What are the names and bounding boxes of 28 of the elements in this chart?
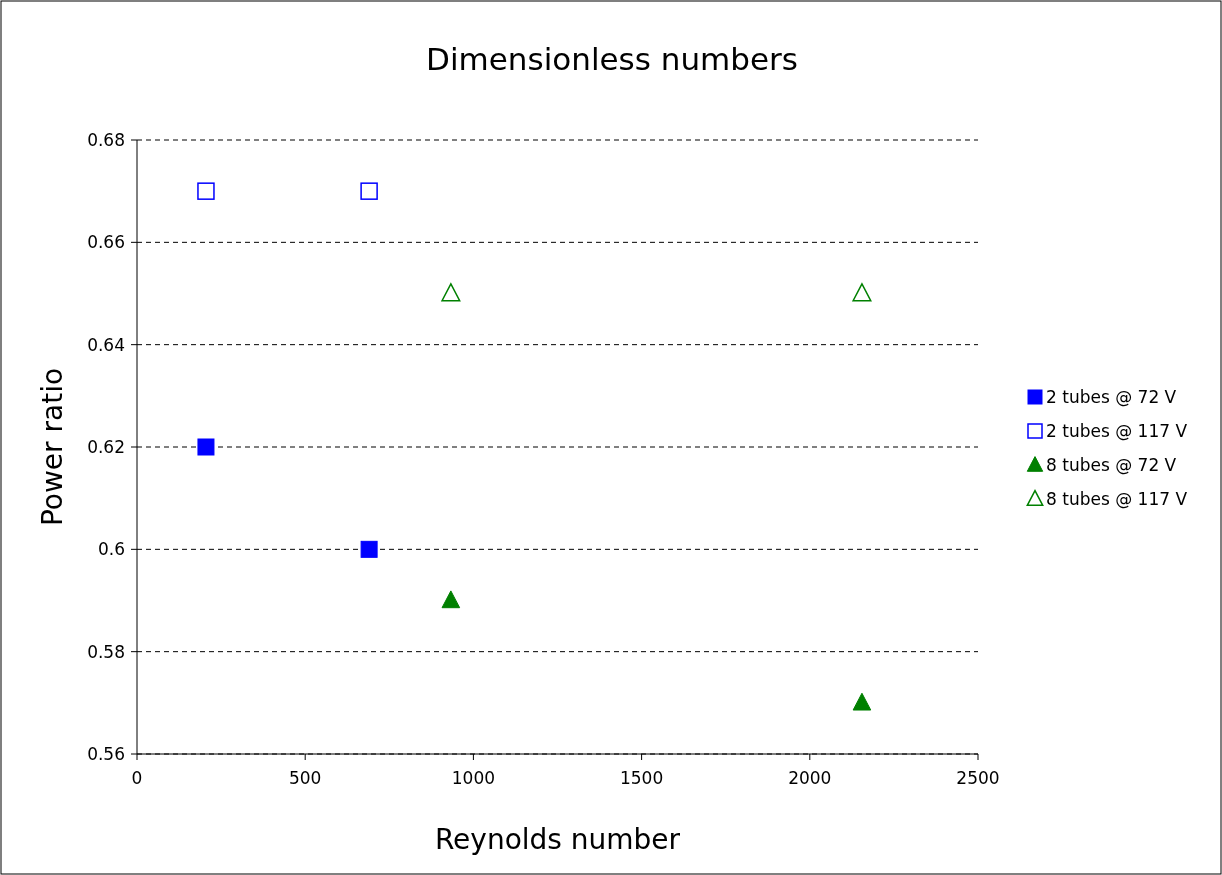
legend-label: 2 tubes @ 72 V [1046, 386, 1177, 407]
point [852, 692, 872, 711]
x-tick-label: 1000 [451, 768, 496, 788]
point [441, 590, 461, 609]
y-axis-title: Power ratio [36, 367, 69, 527]
point [197, 438, 215, 456]
chart-title: Dimensionless numbers [426, 41, 798, 77]
legend-label: 2 tubes @ 117 V [1046, 420, 1188, 441]
y-tick-label: 0.6 [97, 539, 125, 560]
point [197, 182, 215, 200]
y-tick-label: 0.56 [87, 743, 125, 764]
point [852, 283, 872, 302]
x-tick-label: 500 [288, 768, 322, 788]
y-tick-label: 0.62 [87, 436, 125, 457]
x-tick-label: 0 [131, 768, 143, 788]
point [360, 540, 378, 558]
point [360, 182, 378, 200]
x-tick-label: 2000 [788, 768, 832, 788]
y-tick-label: 0.64 [87, 334, 125, 355]
y-tick-label: 0.58 [87, 641, 125, 662]
y-tick-label: 0.66 [87, 232, 125, 253]
x-tick-label: 2500 [956, 768, 1000, 788]
legend-label: 8 tubes @ 72 V [1046, 454, 1177, 475]
x-tick-label: 1500 [619, 768, 664, 788]
y-tick-label: 0.68 [87, 129, 125, 150]
legend-label: 8 tubes @ 117 V [1046, 488, 1188, 509]
x-axis-title: Reynolds number [434, 823, 681, 856]
point [441, 283, 461, 302]
